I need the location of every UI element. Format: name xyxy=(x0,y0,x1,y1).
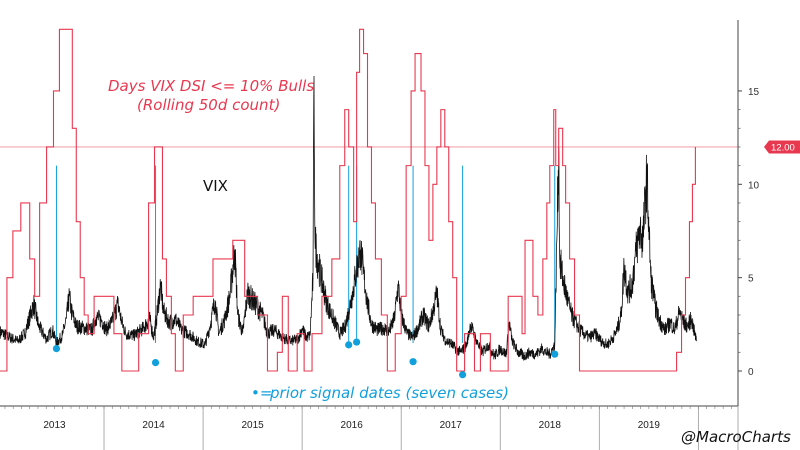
x-tick-label: 2018 xyxy=(539,420,562,431)
chart-title-line1: Days VIX DSI <= 10% Bulls xyxy=(108,77,314,95)
y-axis-ticks: 15 10 5 0 xyxy=(738,87,760,378)
y-tick-label: 15 xyxy=(748,87,760,98)
signal-date-dot xyxy=(459,371,467,379)
y-tick-label: 0 xyxy=(748,367,754,378)
vix-series-line xyxy=(0,76,697,361)
y-tick-label: 10 xyxy=(748,180,760,191)
signal-note-marker: •= xyxy=(251,384,272,402)
signal-date-dot xyxy=(151,358,160,367)
vix-series-label: VIX xyxy=(203,177,228,195)
signal-date-markers xyxy=(52,338,559,379)
signal-note-text: prior signal dates (seven cases) xyxy=(269,384,509,402)
signal-date-dot xyxy=(353,338,361,346)
reference-badge-label: 12.00 xyxy=(771,143,795,154)
x-axis-ticks: 2013 2014 2015 2016 2017 2018 2019 xyxy=(4,406,739,450)
x-tick-label: 2016 xyxy=(341,420,364,431)
reference-badge-shape xyxy=(764,140,800,154)
dsi-count-series-line xyxy=(0,28,696,372)
signal-date-dot xyxy=(52,344,61,353)
x-tick-label: 2019 xyxy=(638,420,661,431)
x-tick-label: 2015 xyxy=(241,420,264,431)
signal-date-dot xyxy=(551,350,559,358)
author-credit: @MacroCharts xyxy=(681,428,791,446)
signal-date-dot xyxy=(409,358,417,366)
chart-title-line2: (Rolling 50d count) xyxy=(137,96,280,114)
signal-date-dot xyxy=(345,341,353,349)
x-tick-label: 2014 xyxy=(142,420,165,431)
reference-value-badge: 12.00 xyxy=(764,140,800,154)
x-tick-label: 2017 xyxy=(440,420,463,431)
x-tick-label: 2013 xyxy=(43,420,66,431)
y-tick-label: 5 xyxy=(748,274,754,285)
